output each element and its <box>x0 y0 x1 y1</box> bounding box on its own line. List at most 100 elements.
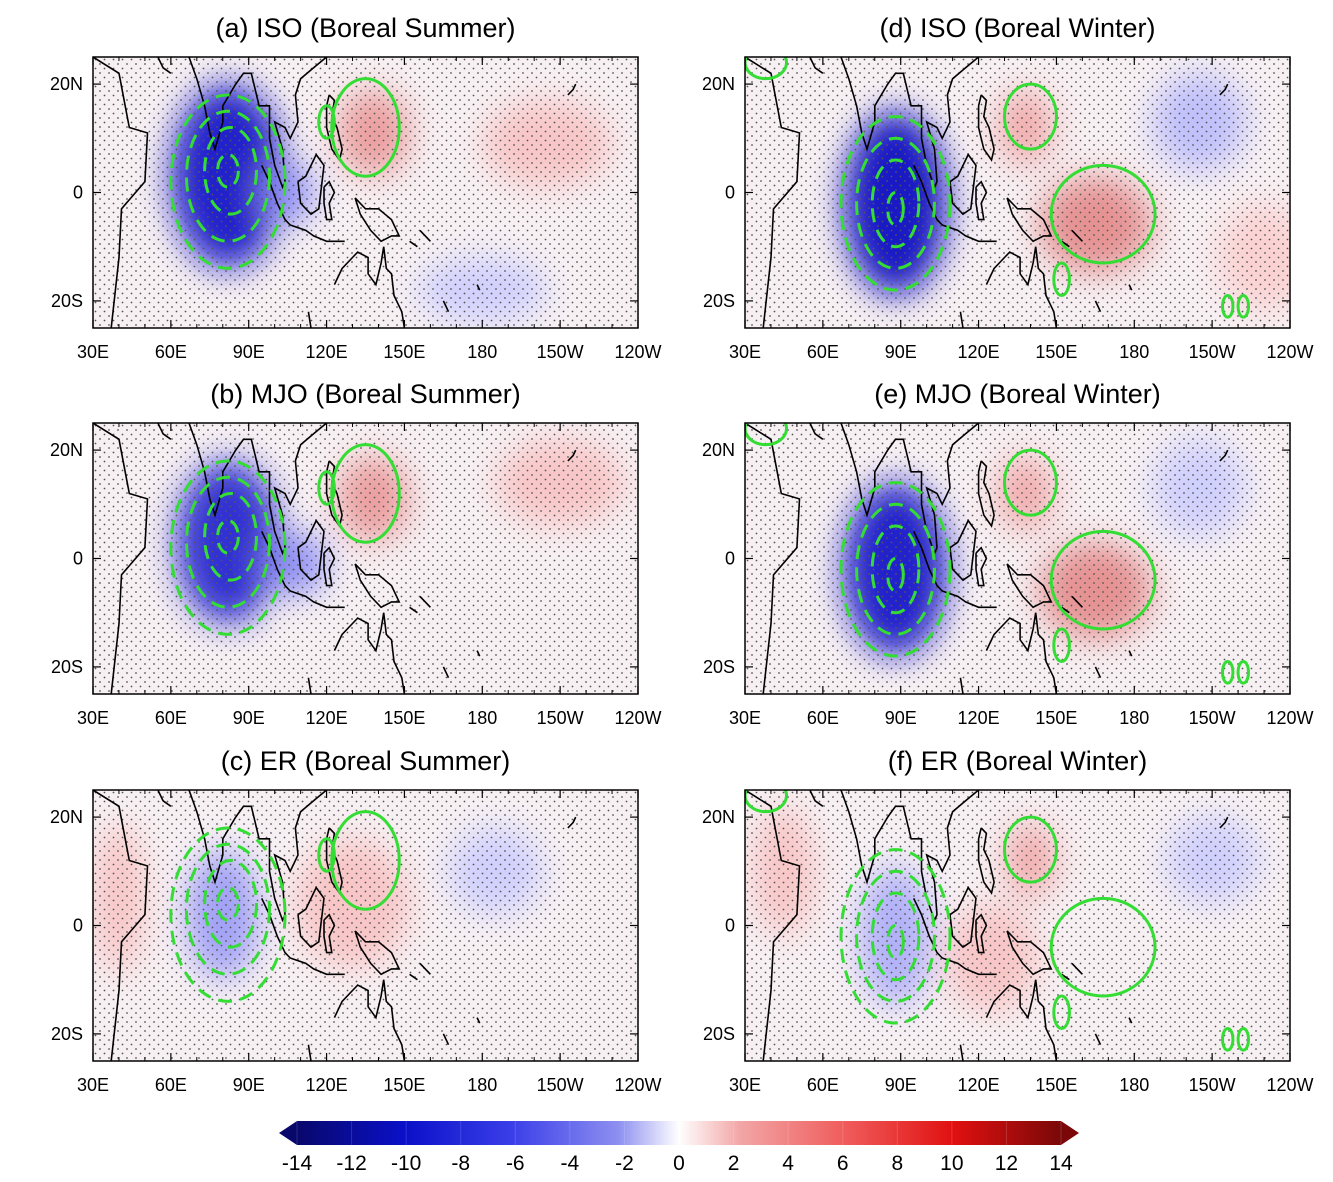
positive-contour <box>1236 1026 1250 1052</box>
coastline <box>1219 449 1229 462</box>
lon-tick-label: 150W <box>537 342 584 362</box>
positive-contour <box>1049 896 1157 998</box>
significance-stipple <box>745 57 1290 328</box>
lon-tick-label: 150W <box>537 1075 584 1095</box>
lon-tick-label: 120W <box>1266 342 1313 362</box>
lon-tick-label: 90E <box>233 342 265 362</box>
coastlines <box>745 423 1229 694</box>
coastline <box>912 531 943 592</box>
lon-tick-label: 150E <box>383 342 425 362</box>
coastline <box>476 650 481 657</box>
negative-contour <box>203 858 259 949</box>
coastline <box>297 153 325 216</box>
lon-tick-label: 150E <box>1035 708 1077 728</box>
coastline <box>442 300 450 313</box>
colorbar-tick-label: 0 <box>673 1152 685 1175</box>
coastline <box>409 973 418 981</box>
negative-contour <box>184 475 271 609</box>
lat-tick-label: 20N <box>702 440 735 460</box>
coastline <box>809 57 824 74</box>
coastline <box>188 57 328 190</box>
positive-contour <box>745 57 789 81</box>
coastline <box>323 180 336 221</box>
lon-tick-label: 150E <box>1035 342 1077 362</box>
lon-tick-label: 120W <box>614 1075 661 1095</box>
lon-tick-label: 120W <box>614 342 661 362</box>
coastline <box>1094 666 1102 679</box>
positive-contour <box>1003 82 1058 151</box>
panel-title: (a) ISO (Boreal Summer) <box>215 13 515 43</box>
lon-tick-label: 120E <box>958 1075 1000 1095</box>
lat-tick-label: 0 <box>73 549 83 569</box>
panel-title: (f) ER (Boreal Winter) <box>888 746 1148 776</box>
lat-tick-label: 20N <box>50 74 83 94</box>
positive-contour <box>1236 293 1250 319</box>
colorbar-tick-label: 12 <box>995 1152 1018 1175</box>
coastline <box>260 531 291 592</box>
panel-f: (f) ER (Boreal Winter) 30E 60E 90E 120E 150E 1… <box>702 746 1314 1095</box>
coastline <box>959 677 964 694</box>
coastline <box>354 563 401 609</box>
coastline <box>307 1044 312 1061</box>
coastline <box>1219 816 1229 829</box>
positive-contour <box>745 423 789 447</box>
positive-contour <box>1003 815 1058 884</box>
positive-contour <box>330 443 401 544</box>
negative-contour <box>169 93 287 270</box>
lon-tick-label: 90E <box>885 342 917 362</box>
colorbar-tick-label: -14 <box>282 1152 313 1175</box>
lon-tick-label: 150E <box>383 1075 425 1095</box>
contours <box>169 443 401 636</box>
negative-contour <box>855 869 936 1003</box>
coastline <box>157 423 172 440</box>
positive-contour <box>1003 448 1058 517</box>
coastline <box>297 886 325 949</box>
positive-contour <box>1236 659 1250 685</box>
panel-a: (a) ISO (Boreal Summer) 30E 60E 90E 120E 150E… <box>50 13 662 362</box>
coastline <box>912 898 943 959</box>
coastline <box>409 606 418 614</box>
colorbar-tick-label: 10 <box>940 1152 963 1175</box>
negative-contour <box>203 125 259 216</box>
negative-contour <box>216 519 240 555</box>
colorbar-ticks: -14 -12 -10 -8 -6 -4 -2 0 2 4 6 8 10 12 14 <box>282 1121 1073 1175</box>
coastline <box>442 1033 450 1046</box>
coastline <box>289 957 345 976</box>
lon-tick-label: 180 <box>1119 342 1149 362</box>
positive-contour <box>1221 293 1235 319</box>
negative-contour <box>184 109 271 243</box>
coastline <box>1006 930 1053 976</box>
coastline <box>1061 973 1070 981</box>
lon-tick-label: 120E <box>306 708 348 728</box>
coastline <box>1219 83 1229 96</box>
coastline <box>840 57 980 190</box>
lon-tick-label: 120E <box>306 1075 348 1095</box>
positive-contour <box>1052 261 1071 297</box>
lat-tick-label: 20S <box>703 1024 735 1044</box>
lat-tick-label: 0 <box>73 183 83 203</box>
lat-tick-label: 20S <box>51 657 83 677</box>
coastline <box>809 423 824 440</box>
lat-tick-label: 20N <box>50 807 83 827</box>
coastline <box>1094 1033 1102 1046</box>
coastline <box>188 423 328 556</box>
lat-tick-label: 0 <box>725 549 735 569</box>
lat-tick-label: 20N <box>702 74 735 94</box>
coastline <box>949 886 977 949</box>
lon-tick-label: 30E <box>77 342 109 362</box>
coastline <box>323 913 336 954</box>
contours <box>169 77 401 270</box>
coastline <box>354 197 401 243</box>
lat-tick-label: 20S <box>703 291 735 311</box>
negative-contour <box>203 491 259 582</box>
colorbar-tick-label: -10 <box>391 1152 421 1175</box>
coastline <box>1128 1017 1133 1024</box>
contours <box>745 57 1250 319</box>
lat-tick-label: 20S <box>51 1024 83 1044</box>
positive-contour <box>745 790 789 814</box>
positive-contour <box>330 77 401 178</box>
significance-stipple <box>745 790 1290 1061</box>
coastline <box>840 423 980 556</box>
panel-c: (c) ER (Boreal Summer) 30E 60E 90E 120E 150E 1… <box>50 746 662 1095</box>
negative-contour <box>855 136 936 270</box>
